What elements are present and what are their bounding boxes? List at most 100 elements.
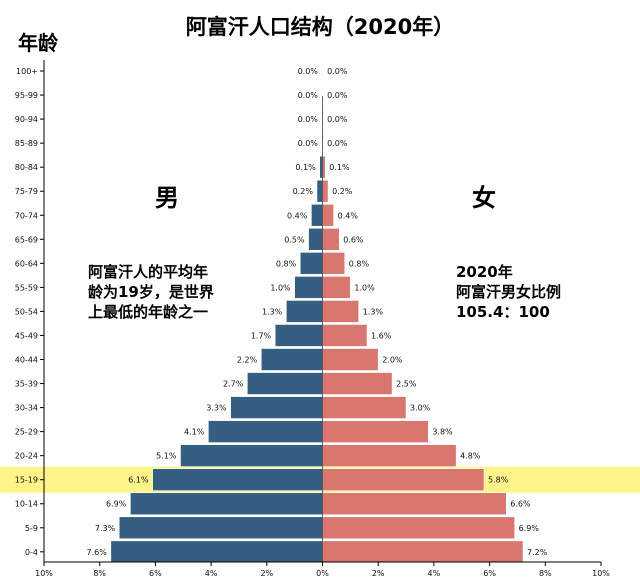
female-bar-55-59 (322, 276, 351, 299)
female-bar-45-49 (322, 324, 368, 347)
x-tick-label: 10% (35, 569, 53, 578)
female-value-label: 5.8% (488, 476, 509, 485)
female-value-label: 1.6% (371, 331, 392, 340)
female-bar-25-29 (322, 420, 429, 443)
male-value-label: 0.0% (298, 139, 319, 148)
male-label: 男 (155, 184, 179, 212)
y-tick-label: 95-99 (15, 91, 38, 100)
y-tick-label: 70-74 (15, 211, 38, 220)
chart-title: 阿富汗人口结构（2020年） (186, 15, 454, 39)
y-tick-label: 40-44 (15, 356, 38, 365)
female-value-label: 3.0% (410, 404, 431, 413)
female-value-label: 6.6% (510, 500, 531, 509)
female-value-label: 0.0% (327, 67, 348, 76)
male-value-label: 3.3% (206, 404, 227, 413)
female-bar-60-64 (322, 252, 346, 275)
male-value-label: 0.0% (298, 67, 319, 76)
male-bar-30-34 (230, 396, 323, 419)
left-note-line-3: 上最低的年龄之一 (88, 303, 208, 321)
data-labels-group: 0.0% 0.0% 0.0% 0.0% 0.0% 0.0% 0.0% 0.0% 0.1% 0.1%… (87, 67, 548, 557)
female-value-label: 0.6% (343, 235, 364, 244)
x-tick-label: 2% (260, 569, 273, 578)
y-tick-label: 5-9 (25, 524, 38, 533)
female-bar-100+ (322, 59, 324, 83)
y-tick-label: 15-19 (15, 476, 38, 485)
male-bar-60-64 (299, 252, 323, 275)
female-value-label: 1.3% (363, 307, 384, 316)
female-bar-35-39 (322, 372, 393, 395)
x-tick-label: 6% (149, 569, 162, 578)
female-bar-70-74 (322, 203, 334, 227)
female-value-label: 4.8% (460, 452, 481, 461)
female-bar-65-69 (322, 228, 340, 251)
male-value-label: 6.9% (106, 500, 127, 509)
y-tick-label: 45-49 (15, 331, 38, 340)
x-tick-label: 2% (372, 569, 385, 578)
female-value-label: 6.9% (519, 524, 540, 533)
male-value-label: 0.2% (293, 187, 314, 196)
female-bar-20-24 (322, 444, 457, 467)
male-bar-70-74 (311, 203, 323, 227)
x-tick-label: 4% (428, 569, 441, 578)
x-tick-label: 10% (592, 569, 610, 578)
y-tick-label: 10-14 (15, 500, 38, 509)
y-tick-label: 90-94 (15, 115, 38, 124)
y-tick-label: 80-84 (15, 163, 38, 172)
male-bar-50-54 (285, 300, 323, 323)
female-bar-80-84 (322, 155, 326, 179)
male-value-label: 0.0% (298, 115, 319, 124)
female-value-label: 0.8% (349, 259, 370, 268)
x-tick-label: 8% (93, 569, 106, 578)
x-tick-label: 6% (483, 569, 496, 578)
male-value-label: 6.1% (128, 476, 149, 485)
y-tick-label: 100+ (16, 67, 38, 76)
y-axis: 100+ 95-99 90-94 85-89 80-84 75-79 70-74 65-69 6… (15, 60, 45, 562)
male-bar-40-44 (260, 348, 323, 371)
male-bar-80-84 (319, 155, 323, 179)
x-tick-label: 8% (539, 569, 552, 578)
female-value-label: 0.0% (327, 91, 348, 100)
y-tick-label: 55-59 (15, 283, 38, 292)
female-value-label: 0.4% (338, 211, 359, 220)
male-bar-75-79 (316, 179, 323, 203)
y-tick-label: 60-64 (15, 259, 38, 268)
male-value-label: 5.1% (156, 452, 177, 461)
y-axis-title: 年龄 (18, 31, 59, 55)
y-tick-label: 35-39 (15, 380, 38, 389)
male-value-label: 1.3% (262, 307, 283, 316)
female-bar-40-44 (322, 348, 379, 371)
male-value-label: 0.5% (284, 235, 305, 244)
y-tick-label: 85-89 (15, 139, 38, 148)
male-value-label: 0.4% (287, 211, 308, 220)
female-bar-10-14 (322, 492, 507, 516)
female-bar-0-4 (322, 540, 524, 564)
male-bar-15-19 (152, 468, 323, 492)
y-tick-label: 25-29 (15, 428, 38, 437)
y-tick-label: 0-4 (25, 548, 38, 557)
male-value-label: 0.1% (295, 163, 316, 172)
male-bar-20-24 (180, 444, 323, 467)
male-value-label: 2.7% (223, 380, 244, 389)
female-value-label: 0.1% (329, 163, 350, 172)
female-bar-30-34 (322, 396, 407, 419)
right-note-line-3: 105.4：100 (456, 303, 550, 321)
female-value-label: 1.0% (354, 283, 375, 292)
left-note-line-2: 龄为19岁，是世界 (88, 283, 214, 301)
female-value-label: 0.0% (327, 115, 348, 124)
right-note-line-2: 阿富汗男女比例 (456, 283, 561, 301)
female-value-label: 3.8% (432, 428, 453, 437)
bars-group (110, 59, 524, 564)
female-label: 女 (472, 184, 496, 212)
female-bar-15-19 (322, 468, 485, 492)
y-tick-label: 75-79 (15, 187, 38, 196)
y-tick-label: 50-54 (15, 307, 38, 316)
x-axis: 10% 8% 6% 4% 2% 0% 2% 4% 6% 8% 10% (35, 96, 610, 578)
male-bar-35-39 (247, 372, 323, 395)
y-tick-label: 20-24 (15, 452, 38, 461)
y-tick-label: 65-69 (15, 235, 38, 244)
male-bar-55-59 (294, 276, 323, 299)
female-value-label: 2.0% (382, 356, 403, 365)
male-value-label: 1.7% (251, 331, 272, 340)
male-bar-65-69 (308, 228, 323, 251)
